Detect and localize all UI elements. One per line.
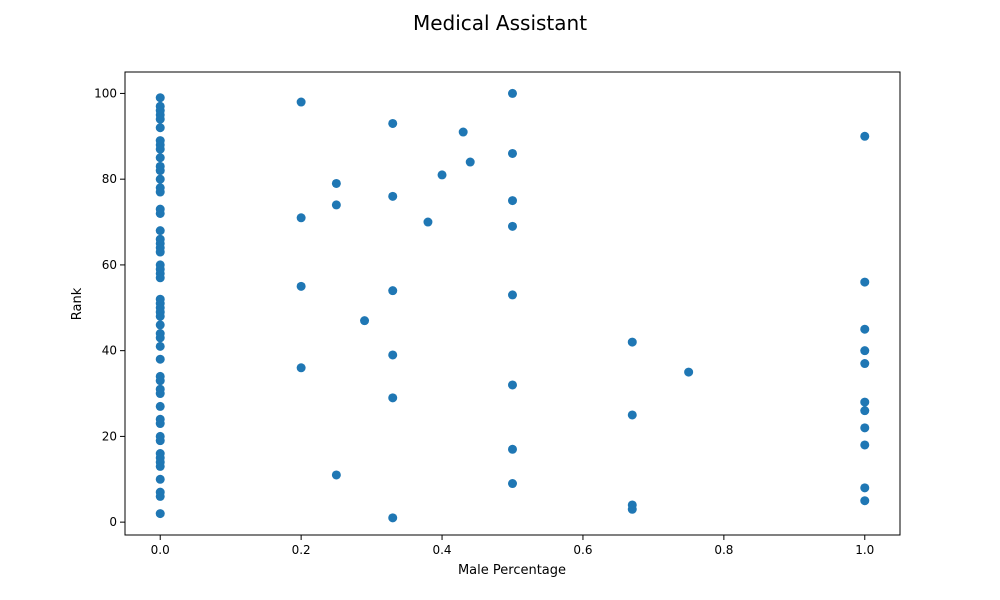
data-point: [155, 166, 165, 176]
data-point: [360, 316, 370, 326]
data-point: [508, 290, 517, 300]
y-tick-label: 60: [102, 258, 117, 272]
data-point: [155, 491, 165, 501]
data-point: [155, 461, 165, 471]
y-tick-label: 40: [102, 344, 117, 358]
data-point: [508, 444, 517, 454]
x-tick-label: 0.4: [432, 543, 451, 557]
data-point: [331, 200, 341, 210]
data-point: [155, 311, 165, 321]
data-point: [508, 221, 517, 231]
data-point: [155, 436, 165, 446]
data-point: [860, 131, 870, 141]
data-point: [155, 376, 165, 386]
data-point: [331, 470, 341, 480]
data-point: [155, 247, 165, 257]
data-point: [508, 479, 517, 489]
data-point: [155, 509, 165, 519]
data-point: [458, 127, 468, 137]
data-point: [627, 504, 637, 514]
data-point: [155, 389, 165, 399]
chart-title: Medical Assistant: [413, 11, 587, 35]
data-point: [627, 337, 637, 347]
y-tick-label: 80: [102, 172, 117, 186]
data-point: [155, 93, 165, 103]
data-point: [296, 363, 306, 373]
data-point: [155, 174, 165, 184]
data-point: [860, 440, 870, 450]
y-axis: 0 20 40 60 80 100: [94, 86, 125, 529]
data-point: [155, 226, 165, 236]
x-tick-label: 0.0: [151, 543, 170, 557]
plot-area: [124, 71, 901, 536]
data-point: [860, 406, 870, 416]
data-point: [388, 513, 398, 523]
data-point: [155, 114, 165, 124]
x-axis: 0.0 0.2 0.4 0.6 0.8 1.0: [151, 535, 874, 557]
data-point: [860, 496, 870, 506]
data-point: [155, 273, 165, 283]
x-tick-label: 1.0: [855, 543, 874, 557]
data-point: [860, 397, 870, 407]
data-point: [465, 157, 475, 167]
data-points: [155, 88, 870, 523]
data-point: [388, 350, 398, 360]
data-point: [684, 367, 694, 377]
data-point: [388, 393, 398, 403]
data-point: [296, 213, 306, 223]
data-point: [388, 118, 398, 128]
data-point: [508, 88, 517, 98]
data-point: [155, 123, 165, 133]
data-point: [860, 423, 870, 433]
data-point: [296, 97, 306, 107]
data-point: [508, 148, 517, 158]
data-point: [860, 346, 870, 356]
data-point: [155, 320, 165, 330]
x-tick-label: 0.6: [573, 543, 592, 557]
data-point: [860, 277, 870, 287]
data-point: [155, 144, 165, 154]
data-point: [508, 196, 517, 206]
data-point: [423, 217, 433, 227]
data-point: [155, 474, 165, 484]
data-point: [508, 380, 517, 390]
data-point: [155, 208, 165, 218]
data-point: [331, 178, 341, 188]
data-point: [860, 359, 870, 369]
y-axis-label: Rank: [70, 287, 85, 320]
y-tick-label: 100: [94, 86, 117, 100]
y-tick-label: 0: [109, 515, 117, 529]
data-point: [296, 281, 306, 291]
data-point: [155, 354, 165, 364]
x-tick-label: 0.8: [714, 543, 733, 557]
data-point: [627, 410, 637, 420]
data-point: [155, 187, 165, 197]
y-tick-label: 20: [102, 429, 117, 443]
data-point: [155, 419, 165, 429]
data-point: [860, 324, 870, 334]
data-point: [155, 333, 165, 343]
x-axis-label: Male Percentage: [458, 563, 566, 578]
data-point: [155, 401, 165, 411]
data-point: [388, 191, 398, 201]
x-tick-label: 0.2: [292, 543, 311, 557]
data-point: [388, 286, 398, 296]
data-point: [860, 483, 870, 493]
data-point: [155, 153, 165, 163]
data-point: [437, 170, 447, 180]
data-point: [155, 341, 165, 351]
